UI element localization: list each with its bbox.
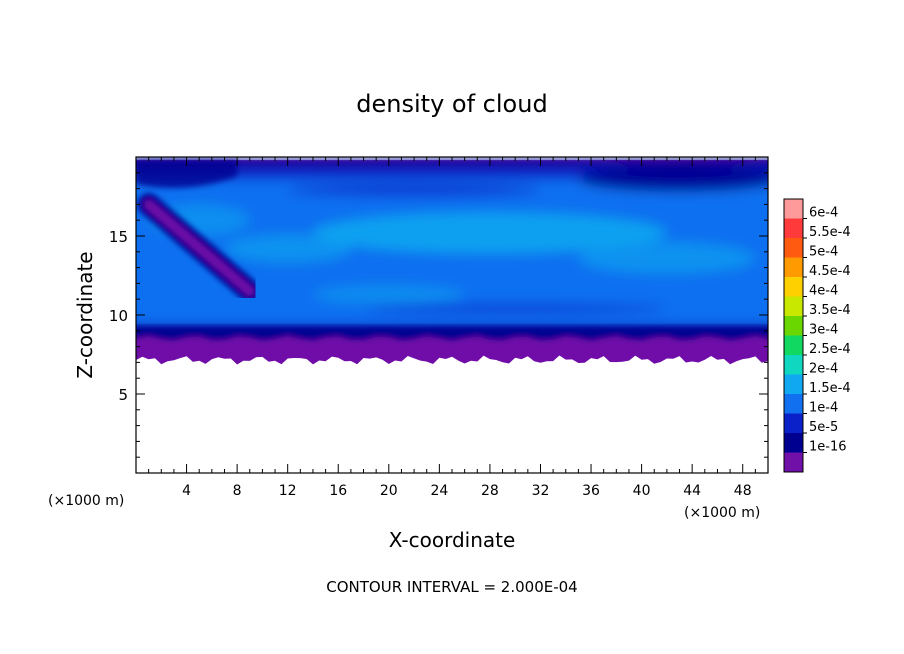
upper-left-dark (136, 160, 238, 188)
y-tick-label: 15 (109, 228, 128, 246)
colorbar-label: 3.5e-4 (809, 303, 851, 318)
pocket-light-1 (312, 212, 667, 254)
colorbar-label: 1e-16 (809, 440, 847, 455)
colorbar-swatch (784, 296, 803, 317)
pocket-light-4 (312, 284, 465, 304)
x-tick-label: 28 (481, 483, 499, 499)
colorbar-swatch (784, 238, 803, 258)
colorbar-swatch (784, 413, 803, 434)
colorbar-label: 5e-5 (809, 420, 838, 435)
colorbar-swatch (784, 335, 803, 356)
colorbar-swatch (784, 433, 803, 453)
colorbar-label: 4e-4 (809, 284, 838, 299)
diagonal-band-core (144, 199, 255, 296)
colorbar-label: 2e-4 (809, 362, 838, 377)
colorbar-label: 6e-4 (809, 206, 838, 221)
lower-dark-band (136, 326, 768, 341)
colorbar-swatch (784, 277, 803, 297)
x-tick-label: 32 (532, 483, 550, 499)
streak-dark-3 (363, 303, 667, 315)
x-axis-label: X-coordinate (389, 528, 516, 552)
x-tick-label: 4 (182, 483, 191, 499)
colorbar-swatch (784, 199, 803, 219)
pocket-light-3 (578, 242, 756, 274)
x-tick-label: 36 (582, 483, 600, 499)
colorbar-swatch (784, 218, 803, 239)
colorbar-label: 1e-4 (809, 401, 838, 416)
colorbar-swatch (784, 452, 803, 473)
x-tick-label: 16 (329, 483, 347, 499)
streak-dark-1 (287, 183, 541, 197)
y-tick-label: 10 (109, 307, 128, 325)
colorbar-label: 5e-4 (809, 245, 838, 260)
colorbar-label: 5.5e-4 (809, 225, 851, 240)
colorbar-swatch (784, 394, 803, 414)
x-tick-label: 8 (233, 483, 242, 499)
field-smooth-group (136, 160, 768, 344)
colorbar-label: 3e-4 (809, 323, 838, 338)
colorbar-label: 2.5e-4 (809, 342, 851, 357)
contour-interval-note: CONTOUR INTERVAL = 2.000E-04 (326, 578, 577, 596)
colorbar-label: 1.5e-4 (809, 381, 851, 396)
x-axis: 4 8 12 16 20 24 28 32 36 40 44 48 (148, 157, 756, 499)
y-tick-label: 5 (118, 386, 128, 404)
x-unit-label-right: (×1000 m) (684, 505, 760, 521)
x-tick-label: 44 (683, 483, 701, 499)
clear-air-region (136, 355, 768, 473)
streak-dark-2 (578, 166, 768, 192)
x-unit-label-left: (×1000 m) (48, 493, 124, 509)
colorbar-swatch (784, 316, 803, 336)
y-axis: 5 10 15 (109, 172, 768, 458)
colorbar-swatch (784, 257, 803, 278)
x-tick-label: 12 (279, 483, 297, 499)
colorbar-label: 4.5e-4 (809, 264, 851, 279)
diagonal-band-group (136, 160, 261, 303)
chart-title: density of cloud (356, 90, 547, 118)
colorbar: 6e-4 5.5e-4 5e-4 4.5e-4 4e-4 3.5e-4 3e-4 2.5e-4… (783, 198, 851, 473)
cloud-density-field (136, 160, 768, 473)
pocket-light-2 (224, 234, 351, 263)
x-tick-label: 40 (633, 483, 651, 499)
y-axis-label: Z-coordinate (73, 251, 97, 378)
x-tick-label: 20 (380, 483, 398, 499)
x-tick-label: 48 (734, 483, 752, 499)
colorbar-swatch (784, 374, 803, 395)
colorbar-swatch (784, 355, 803, 375)
x-tick-label: 24 (430, 483, 448, 499)
